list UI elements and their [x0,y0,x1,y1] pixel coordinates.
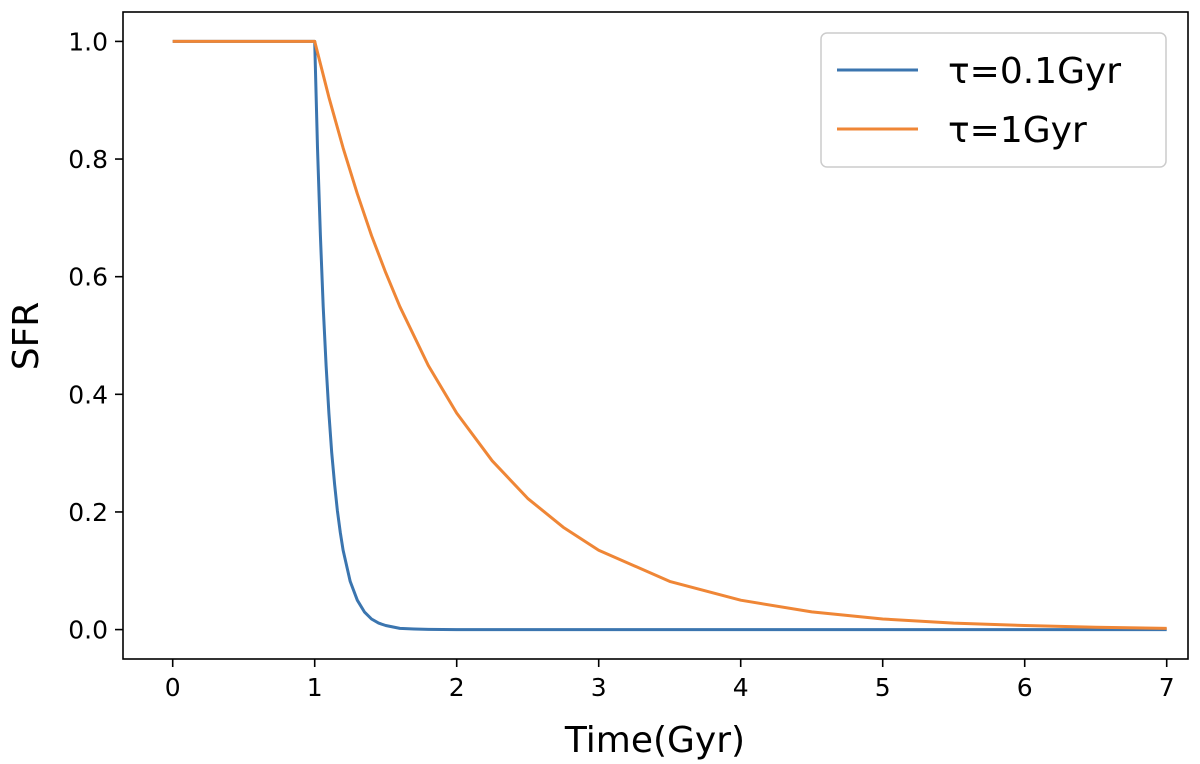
legend-label-tau-0-1: τ=0.1Gyr [948,51,1121,92]
y-tick-label: 0.8 [68,145,108,174]
legend-box [820,32,1167,168]
x-tick-label: 0 [165,673,181,702]
y-tick-label: 0.0 [68,616,108,645]
x-tick-label: 3 [591,673,607,702]
x-tick-label: 5 [875,673,891,702]
y-tick-label: 0.4 [68,380,108,409]
y-axis-label: SFR [6,302,47,371]
legend: τ=0.1Gyr τ=1Gyr [820,32,1167,168]
y-tick-label: 0.6 [68,263,108,292]
x-tick-label: 4 [733,673,749,702]
x-tick-label: 6 [1017,673,1033,702]
series-layer [172,39,1167,632]
x-tick-label: 1 [307,673,323,702]
y-tick-label: 0.2 [68,498,108,527]
x-tick-label: 2 [449,673,465,702]
series-line-0 [172,39,1167,632]
x-tick-label: 7 [1159,673,1175,702]
y-tick-label: 1.0 [68,27,108,56]
series-line-1 [172,39,1167,630]
plot-frame [122,11,1189,660]
x-axis-label: Time(Gyr) [564,720,745,761]
legend-label-tau-1: τ=1Gyr [948,110,1087,151]
y-ticks: 0.0 0.2 0.4 0.6 0.8 1.0 [68,27,123,645]
x-ticks: 0 1 2 3 4 5 6 7 [165,659,1175,702]
